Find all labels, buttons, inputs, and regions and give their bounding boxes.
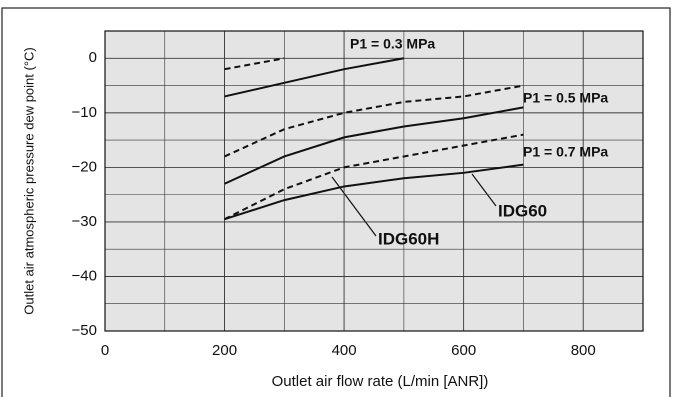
line [224,57,285,71]
line [224,163,524,221]
leader-line [471,173,497,207]
y-tick-label: −20 [72,158,97,175]
x-axis-label: Outlet air flow rate (L/min [ANR]) [272,373,489,390]
annotation: P1 = 0.5 MPa [523,90,608,106]
line [224,106,524,185]
annotation: P1 = 0.3 MPa [350,36,435,52]
y-axis-label: Outlet air atmospheric pressure dew poin… [21,47,36,314]
y-tick-label: −30 [72,213,97,230]
x-tick-label: 600 [451,342,476,359]
annotation: P1 = 0.7 MPa [523,144,608,160]
line [224,133,524,221]
line [224,57,405,98]
y-tick-label: −50 [72,322,97,339]
x-tick-label: 200 [212,342,237,359]
frame [1,7,671,397]
x-tick-label: 400 [332,342,357,359]
annotation: IDG60 [498,201,547,220]
line [224,84,524,158]
annotation: IDG60H [378,229,439,248]
x-tick-label: 800 [571,342,596,359]
y-tick-label: −10 [72,104,97,121]
x-tick-label: 0 [101,342,109,359]
y-tick-label: 0 [89,49,97,66]
y-tick-label: −40 [72,267,97,284]
plot-area [105,31,643,331]
plot-border [104,30,644,332]
